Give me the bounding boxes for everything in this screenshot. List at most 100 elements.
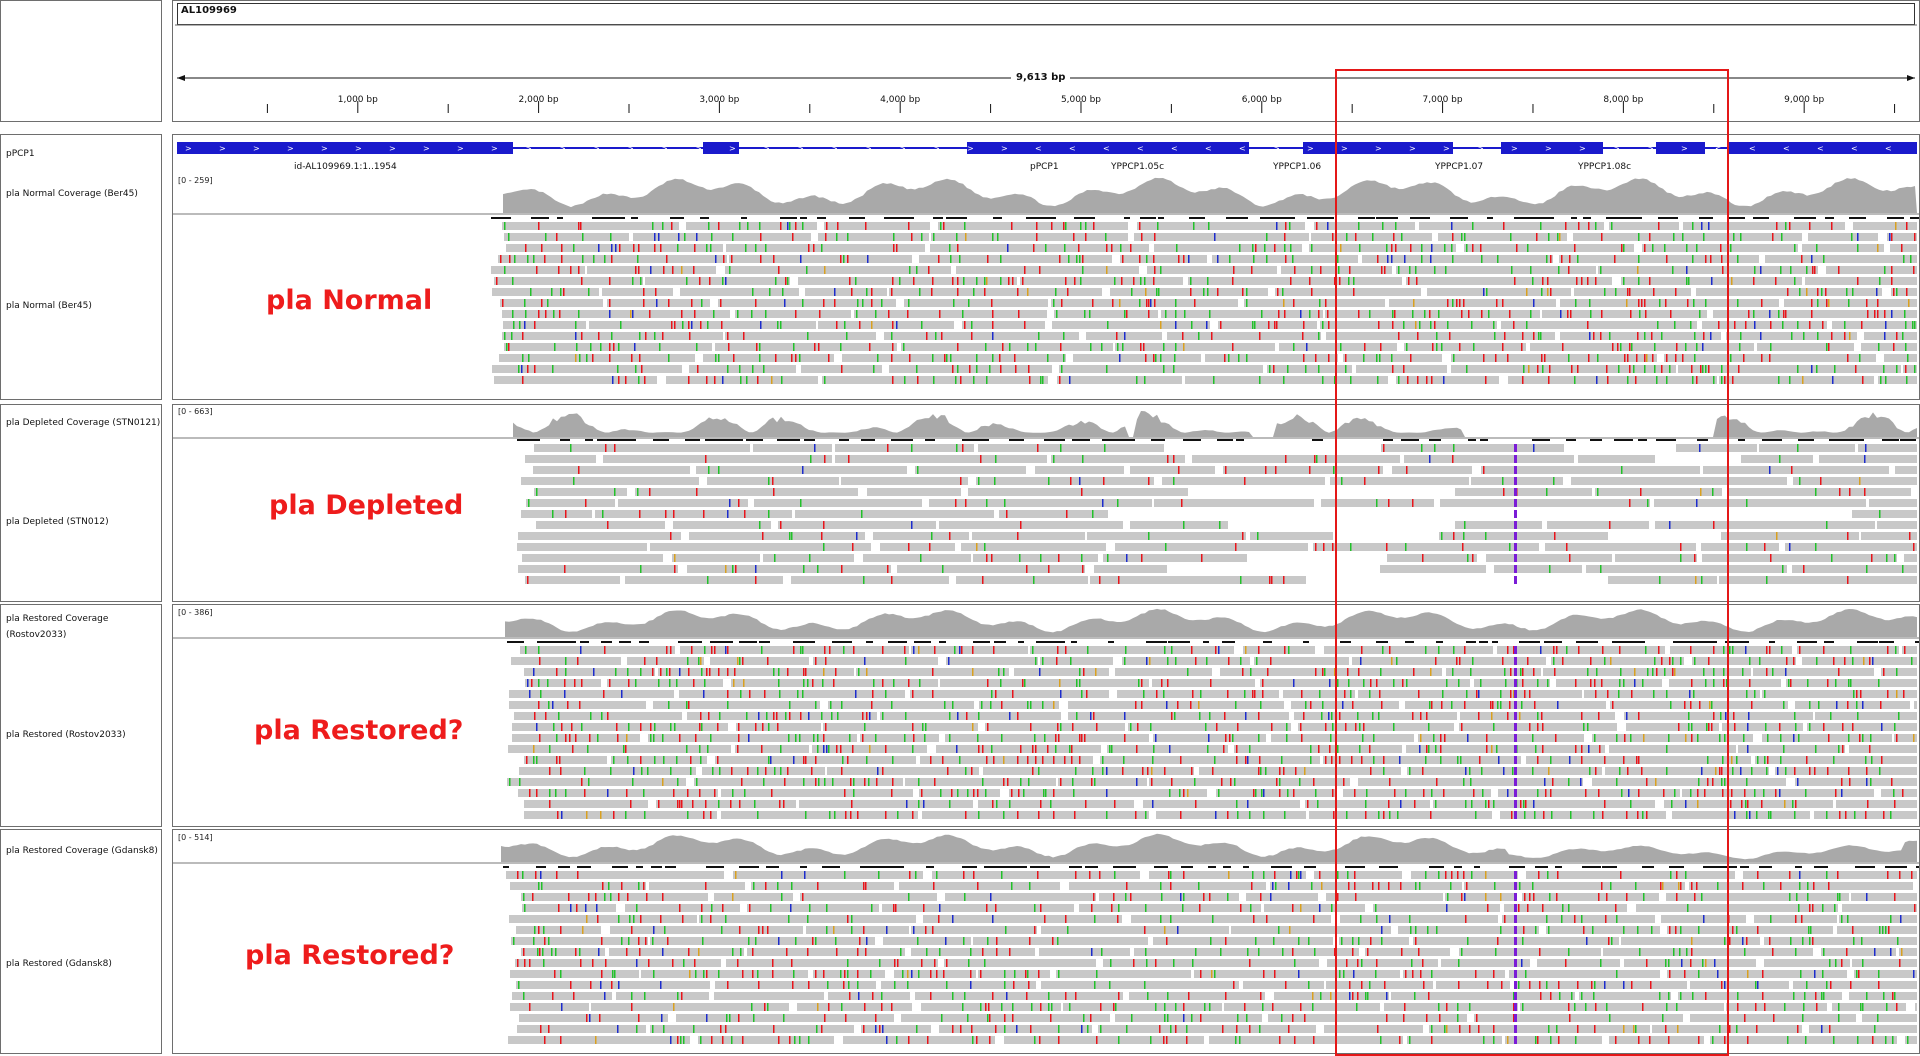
read [494, 277, 643, 285]
annotation-track-name[interactable]: pPCP1 [6, 149, 35, 159]
read [1161, 310, 1323, 318]
insertion-marker [1514, 734, 1517, 742]
gene-label[interactable]: pPCP1 [1030, 162, 1059, 172]
alignment-track-name[interactable]: pla Restored (Rostov2033) [6, 730, 126, 740]
read [956, 576, 1088, 584]
read [522, 554, 663, 562]
read [1143, 800, 1300, 808]
read [525, 455, 596, 463]
strand-arrow-icon: > [1409, 144, 1416, 153]
read [508, 1036, 690, 1044]
read [880, 543, 955, 551]
coverage-track-name[interactable]: pla Restored Coverage (Rostov2033) [6, 614, 109, 640]
read [818, 233, 929, 241]
read [526, 499, 615, 507]
ruler-panel[interactable]: AL109969 9,613 bp 1,000 bp 2,000 bp 3,000 … [172, 0, 1920, 122]
read [1243, 981, 1324, 989]
read [1054, 310, 1158, 318]
insertion-marker [1514, 477, 1517, 485]
gene-label[interactable]: YPPCP1.07 [1435, 162, 1484, 172]
read [1309, 244, 1456, 252]
strand-arrow-icon: > [1375, 144, 1382, 153]
read [805, 288, 887, 296]
strand-arrow-icon: < [1239, 144, 1246, 153]
read [1406, 745, 1605, 753]
strand-arrow-icon: > [1443, 144, 1450, 153]
strand-arrow-icon: > [559, 144, 566, 153]
tick-label: 5,000 bp [1060, 95, 1101, 105]
read [1320, 321, 1497, 329]
read [1755, 756, 1917, 764]
read [536, 521, 665, 529]
read [1059, 365, 1263, 373]
coverage-track [173, 608, 1919, 639]
read [921, 1003, 1061, 1011]
read [1654, 499, 1866, 507]
data-panel-depleted[interactable]: [0 - 663] pla Depleted [172, 404, 1920, 602]
read [680, 288, 799, 296]
read [751, 882, 894, 890]
read [1051, 299, 1238, 307]
read [1862, 1014, 1917, 1022]
coverage-track-name[interactable]: pla Depleted Coverage (STN0121) [6, 418, 161, 428]
read [754, 499, 922, 507]
read [1726, 1003, 1827, 1011]
gene-label[interactable]: YPPCP1.08c [1578, 162, 1632, 172]
read [503, 321, 586, 329]
strand-arrow-icon: < [1885, 144, 1892, 153]
name-panel-normal[interactable]: pPCP1 pla Normal Coverage (Ber45) pla No… [0, 134, 162, 400]
read [1636, 904, 1838, 912]
coverage-track-name[interactable]: pla Normal Coverage (Ber45) [6, 189, 138, 199]
insertion-marker [1514, 1025, 1517, 1033]
read [686, 222, 817, 230]
read [625, 904, 740, 912]
read [618, 499, 748, 507]
gene-label[interactable]: YPPCP1.05c [1111, 162, 1165, 172]
read [1419, 222, 1604, 230]
read [1110, 288, 1268, 296]
name-panel-depleted[interactable]: pla Depleted Coverage (STN0121) pla Depl… [0, 404, 162, 602]
insertion-marker [1514, 723, 1517, 731]
gene-features: > > > > > > > > > > > > > > > > > > > > > > > > > < < < < < < < > > > > > > > >… [177, 142, 1917, 154]
read [1103, 959, 1319, 967]
name-panel-restored-gdansk[interactable]: pla Restored Coverage (Gdansk8) pla Rest… [0, 829, 162, 1054]
read [702, 767, 825, 775]
read [725, 266, 951, 274]
strand-arrow-icon: > [1613, 144, 1620, 153]
read [841, 477, 968, 485]
coverage-track-name[interactable]: pla Restored Coverage (Gdansk8) [6, 846, 158, 856]
read [791, 576, 949, 584]
strand-arrow-icon: < [1715, 144, 1722, 153]
name-panel-restored-rostov[interactable]: pla Restored Coverage (Rostov2033) pla R… [0, 604, 162, 827]
gene-label[interactable]: id-AL109969.1:1..1954 [294, 162, 397, 172]
read [911, 948, 1035, 956]
read [1682, 789, 1874, 797]
read [524, 811, 717, 819]
read [735, 310, 851, 318]
read [1115, 668, 1212, 676]
alignment-track-name[interactable]: pla Restored (Gdansk8) [6, 959, 112, 969]
read [1655, 521, 1875, 529]
data-panel-restored-rostov[interactable]: [0 - 386] pla Restored? [172, 604, 1920, 827]
strand-arrow-icon: > [593, 144, 600, 153]
read [687, 712, 877, 720]
read [1380, 565, 1486, 573]
read [509, 690, 674, 698]
read [591, 1003, 789, 1011]
read [1666, 893, 1849, 901]
read [797, 1003, 912, 1011]
read [1167, 332, 1321, 340]
read [1903, 365, 1917, 373]
read [1592, 778, 1786, 786]
data-panel-normal[interactable]: > > > > > > > > > > > > > > > > > > > > > > > > > < < < < < < < > > > > > > > >… [172, 134, 1920, 400]
read [494, 376, 657, 384]
insertion-marker [1514, 510, 1517, 518]
read [867, 488, 961, 496]
alignment-track-name[interactable]: pla Depleted (STN012) [6, 517, 109, 527]
read [1678, 365, 1901, 373]
read [843, 1036, 995, 1044]
data-panel-restored-gdansk[interactable]: [0 - 514] pla Restored? [172, 829, 1920, 1054]
gene-label[interactable]: YPPCP1.06 [1273, 162, 1322, 172]
alignment-track-name[interactable]: pla Normal (Ber45) [6, 301, 92, 311]
insertion-marker [1514, 811, 1517, 819]
